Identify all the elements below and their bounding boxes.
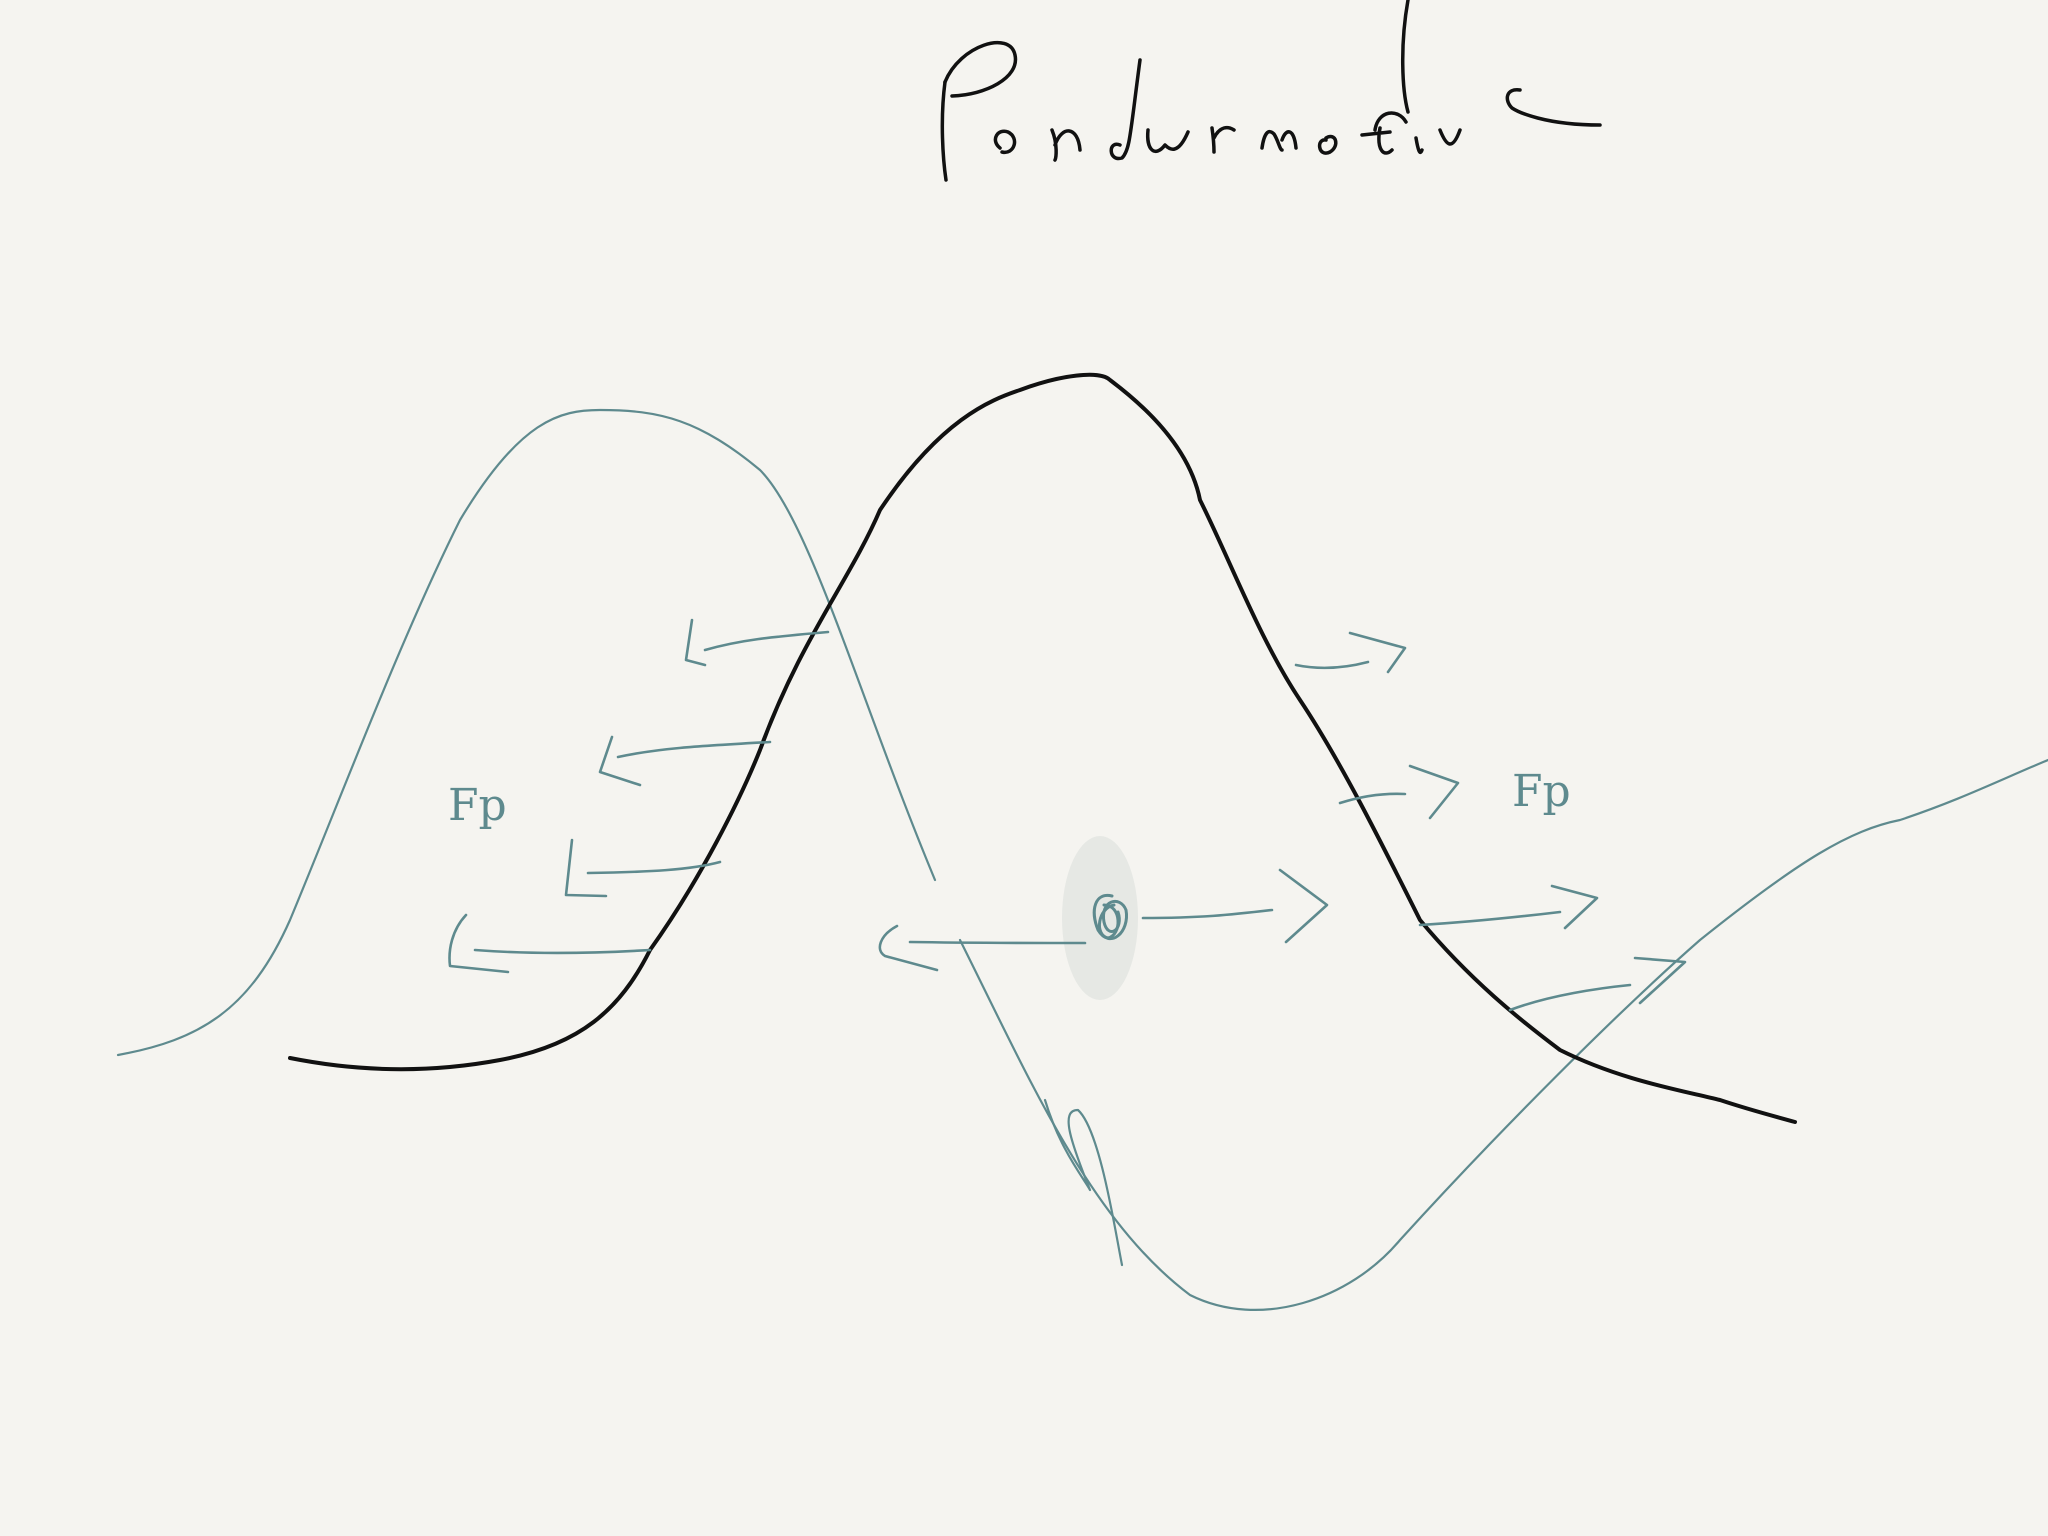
- force-label-right: Fp: [1512, 766, 1571, 817]
- left-arrow-4: [448, 913, 652, 974]
- left-force-arrows: [448, 618, 830, 974]
- oscillation-arrow-left: [878, 924, 1087, 972]
- particle-dot: [1092, 893, 1128, 941]
- left-arrow-3: [564, 838, 722, 898]
- handwritten-title: [940, 0, 1602, 182]
- left-arrow-1: [684, 618, 830, 667]
- wave-loop-mark: [1043, 1098, 1124, 1267]
- intensity-envelope-curve: [288, 372, 1797, 1124]
- right-force-arrows: [1294, 631, 1687, 1012]
- right-arrow-3: [1418, 884, 1599, 930]
- right-arrow-2: [1338, 764, 1460, 820]
- right-arrow-4: [1508, 956, 1687, 1012]
- oscillation-arrow-right: [1141, 868, 1329, 944]
- left-arrow-2: [598, 735, 772, 787]
- particle-group: [878, 836, 1329, 1000]
- force-label-left: Fp: [448, 780, 507, 831]
- field-wave-curve: [116, 408, 2048, 1311]
- right-arrow-1: [1294, 631, 1407, 674]
